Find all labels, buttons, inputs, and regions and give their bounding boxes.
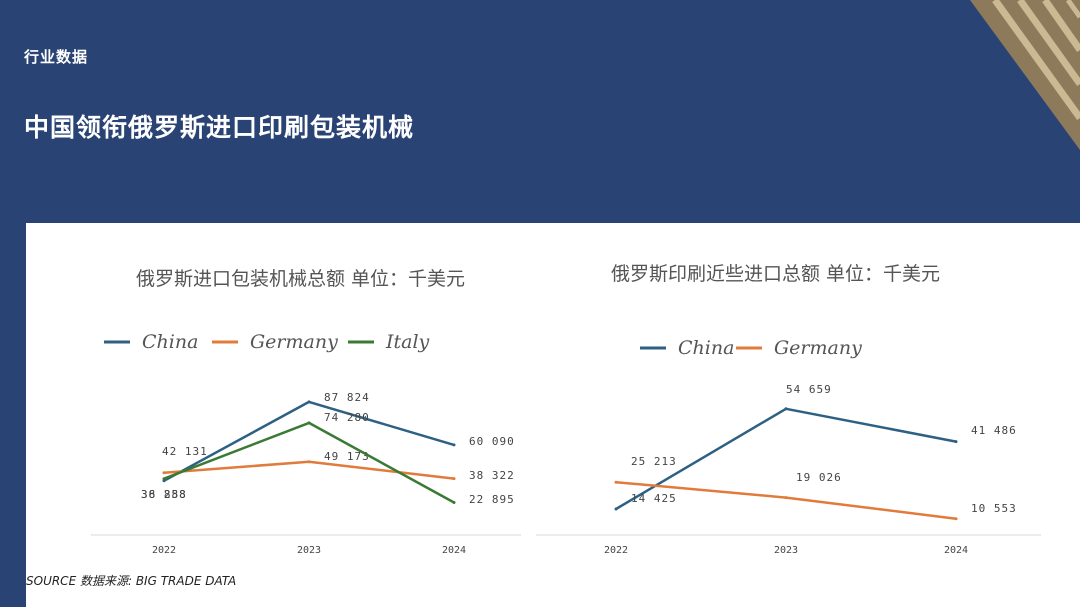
series-line-germany (163, 460, 455, 480)
x-tick-label-2023: 2023 (774, 545, 798, 556)
data-point-china-2022 (614, 507, 618, 511)
section-label: 行业数据 (24, 48, 89, 66)
data-point-italy-2024 (452, 501, 456, 504)
chart-title: 俄罗斯进口包装机械总额 单位：千美元 (136, 268, 465, 290)
legend-label-germany: Germany (774, 337, 862, 359)
data-label-germany-2024: 10 553 (971, 502, 1017, 515)
corner-stripes-decoration (970, 0, 1080, 150)
data-point-china-2023 (784, 407, 788, 411)
legend-label-germany: Germany (250, 331, 338, 353)
page-title: 中国领衔俄罗斯进口印刷包装机械 (24, 113, 415, 142)
printing-machinery-chart: 俄罗斯印刷近些进口总额 单位：千美元 2022 2023 2024 China 14 42… (536, 263, 1041, 556)
legend-label-china: China (142, 331, 198, 353)
data-point-china-2024 (954, 440, 958, 444)
x-tick-label-2023: 2023 (297, 545, 321, 556)
source-note: SOURCE 数据来源: BIG TRADE DATA (26, 574, 237, 588)
data-label-china-2024: 60 090 (469, 435, 515, 448)
chart-panel: 俄罗斯进口包装机械总额 单位：千美元 2022 2023 2024 China 36 88… (26, 223, 1080, 607)
data-label-germany-2022: 42 131 (162, 445, 208, 458)
data-label-italy-2022: 38 258 (141, 488, 187, 501)
data-label-china-2022: 36 888 (141, 488, 187, 501)
data-point-germany-2023 (784, 496, 788, 500)
data-label-germany-2022: 25 213 (631, 455, 677, 468)
data-label-china-2024: 41 486 (971, 424, 1017, 437)
packaging-machinery-chart: 俄罗斯进口包装机械总额 单位：千美元 2022 2023 2024 China 36 88… (91, 268, 521, 556)
x-tick-label-2024: 2024 (944, 545, 968, 556)
legend-label-china: China (678, 337, 734, 359)
data-label-germany-2023: 49 173 (324, 450, 370, 463)
data-point-china-2022 (162, 479, 166, 483)
data-point-italy-2023 (307, 421, 311, 425)
x-tick-label-2022: 2022 (152, 545, 176, 556)
data-point-germany-2024 (452, 477, 456, 481)
data-point-italy-2022 (162, 477, 166, 481)
data-point-germany-2023 (307, 460, 311, 464)
data-point-china-2023 (307, 400, 311, 404)
data-point-germany-2024 (954, 517, 958, 521)
data-label-china-2023: 54 659 (786, 383, 832, 396)
data-label-china-2023: 87 824 (324, 391, 370, 404)
data-label-italy-2024: 22 895 (469, 493, 515, 506)
data-point-china-2024 (452, 443, 456, 447)
data-point-germany-2022 (162, 471, 166, 475)
legend-label-italy: Italy (385, 331, 430, 353)
data-label-germany-2023: 19 026 (796, 471, 842, 484)
data-label-germany-2024: 38 322 (469, 469, 515, 482)
chart-title: 俄罗斯印刷近些进口总额 单位：千美元 (611, 263, 940, 285)
data-point-germany-2022 (614, 480, 618, 484)
x-tick-label-2024: 2024 (442, 545, 466, 556)
x-tick-label-2022: 2022 (604, 545, 628, 556)
data-label-italy-2023: 74 280 (324, 411, 370, 424)
data-label-china-2022: 14 425 (631, 492, 677, 505)
